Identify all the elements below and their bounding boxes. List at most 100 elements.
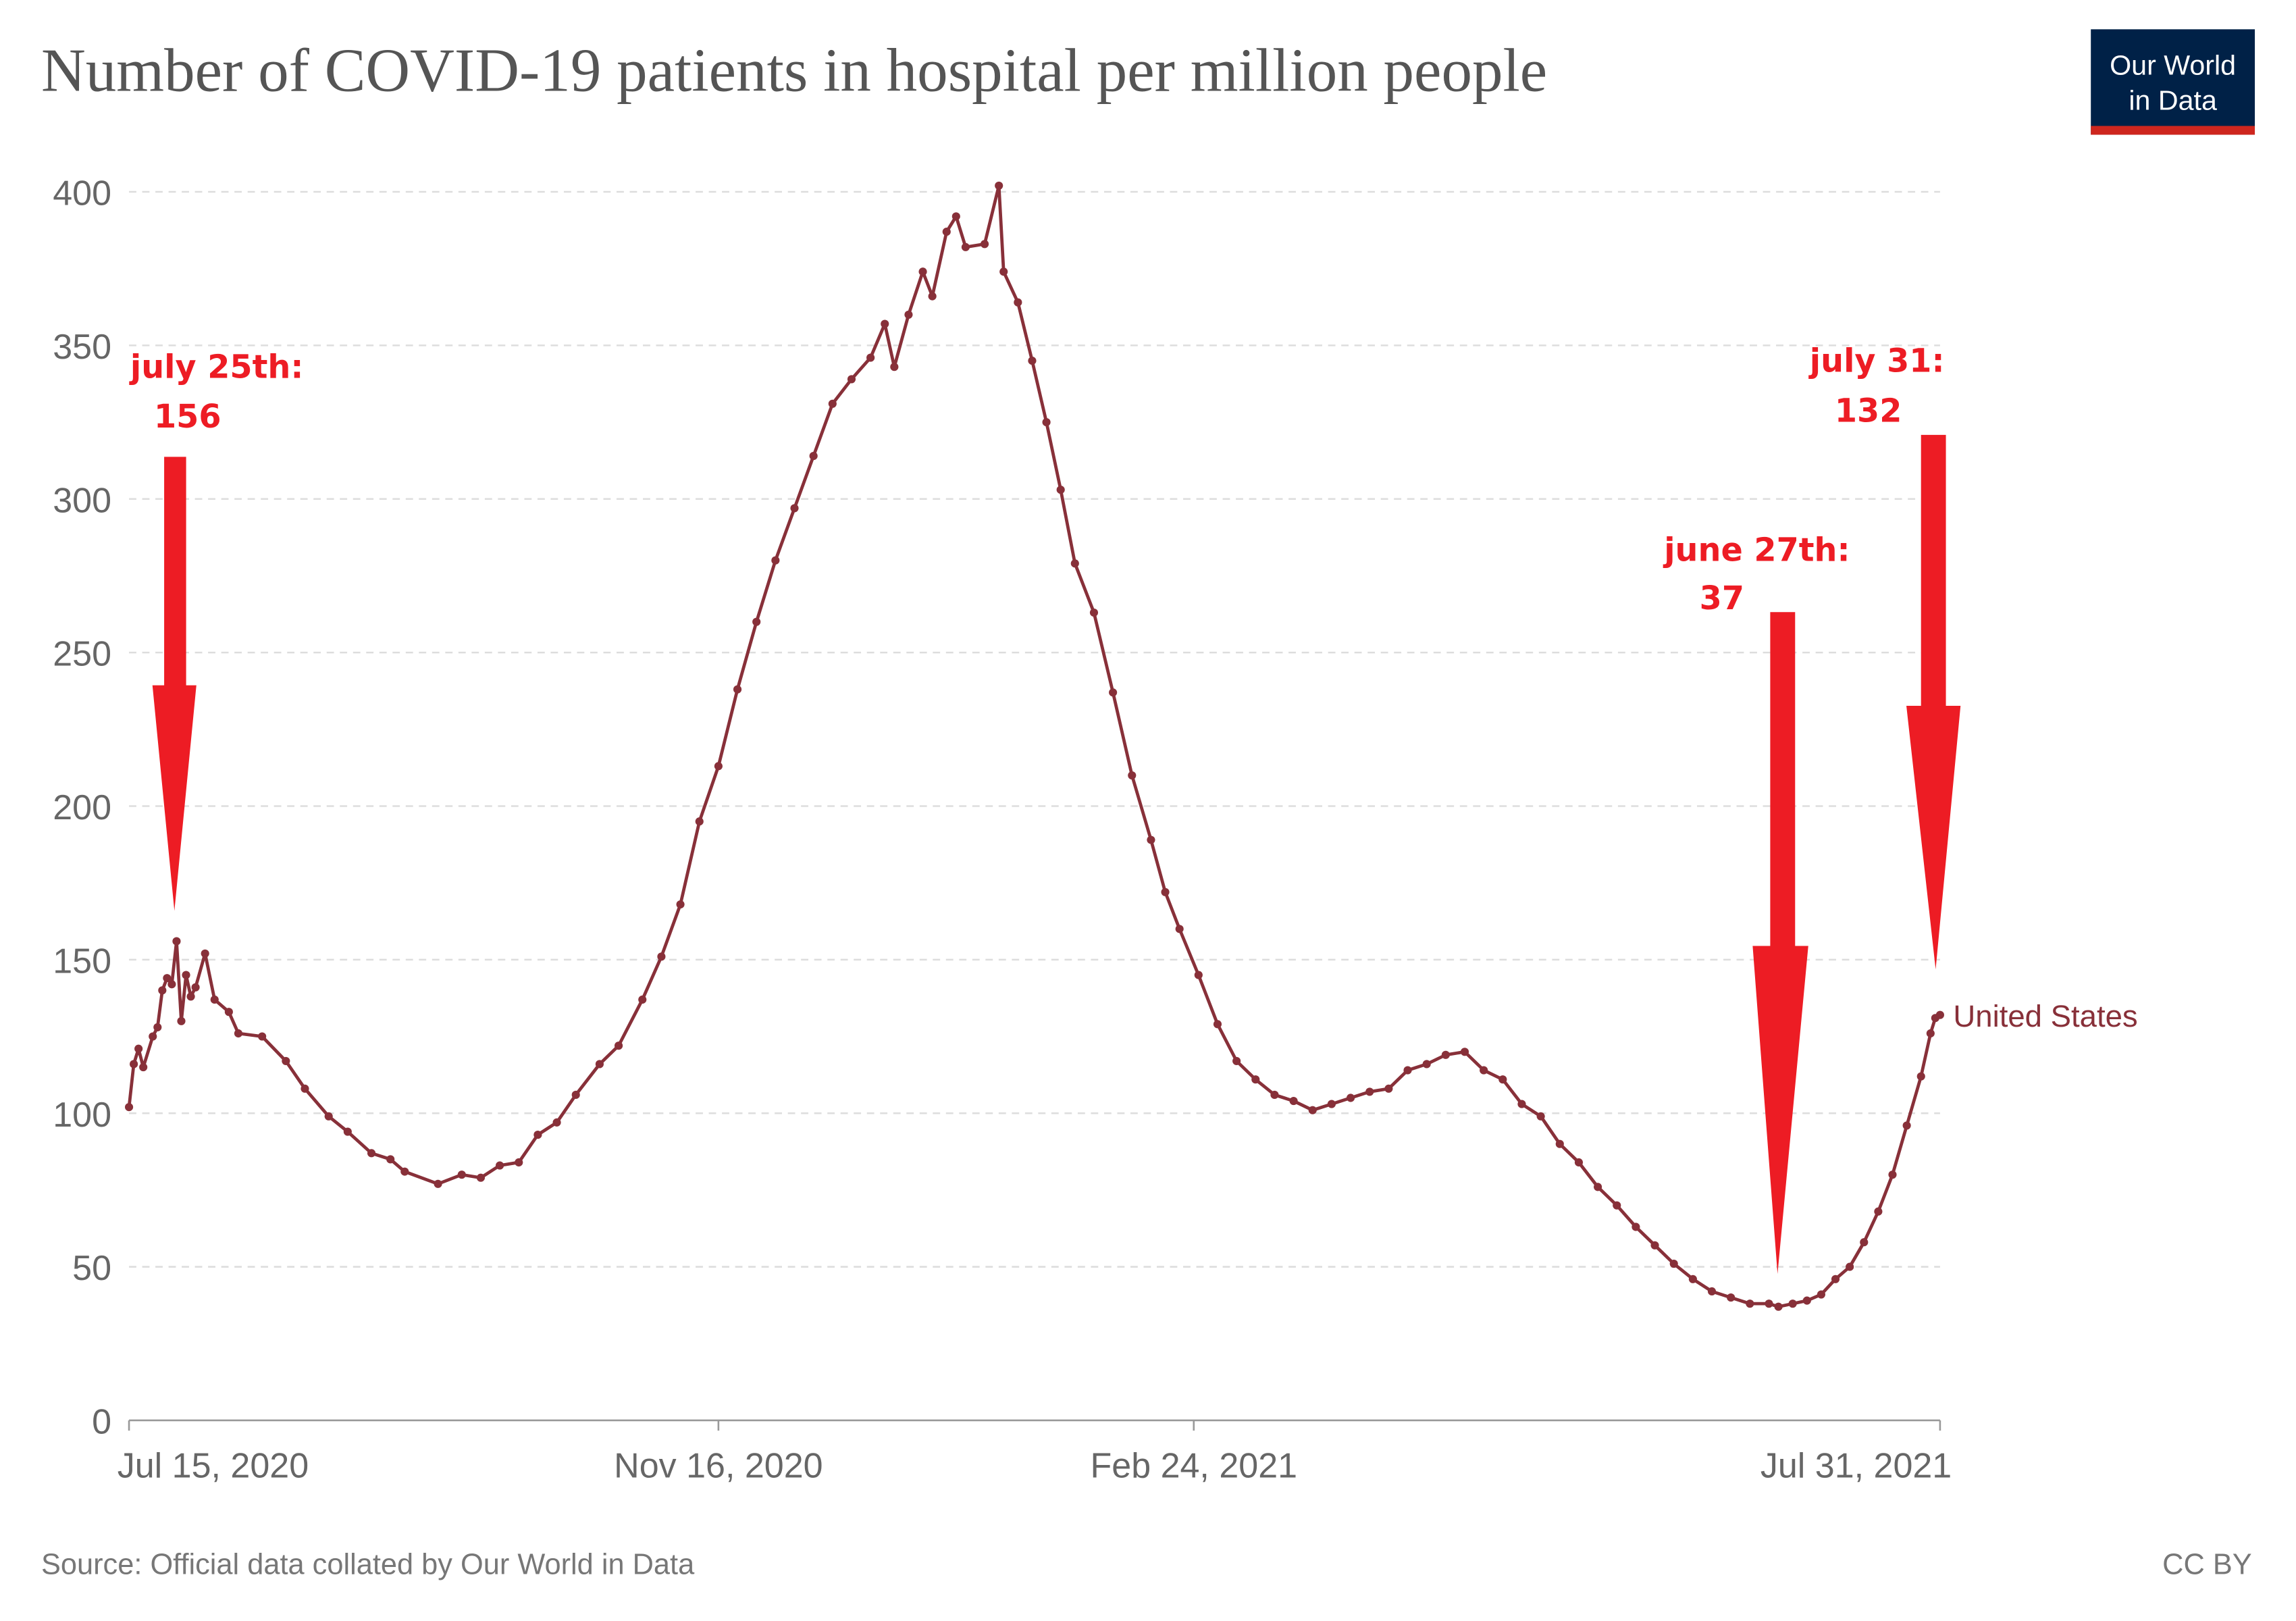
data-point — [167, 980, 176, 989]
data-point — [1765, 1300, 1773, 1308]
data-point — [533, 1131, 542, 1139]
data-point — [1746, 1300, 1754, 1308]
data-point — [476, 1173, 486, 1182]
annotation-text: july 25th: — [129, 349, 304, 386]
data-point — [177, 1017, 186, 1025]
x-tick-label: Jul 15, 2020 — [118, 1447, 309, 1486]
annotation-text: 37 — [1700, 580, 1744, 617]
data-point — [1846, 1262, 1854, 1271]
data-point — [733, 685, 742, 694]
series-label: United States — [1953, 999, 2137, 1033]
logo-bar — [2091, 126, 2255, 135]
data-point — [881, 319, 889, 328]
data-point — [1194, 971, 1203, 979]
data-point — [1874, 1207, 1883, 1216]
annotation-arrow — [1752, 612, 1808, 1275]
data-point — [809, 452, 818, 461]
data-point — [1128, 771, 1137, 780]
data-point — [1574, 1158, 1584, 1167]
data-point — [153, 1023, 162, 1031]
annotation-text: july 31: — [1808, 343, 1945, 380]
data-point — [999, 267, 1008, 276]
data-point — [1327, 1100, 1336, 1108]
data-point — [258, 1032, 267, 1041]
data-point — [496, 1161, 504, 1170]
y-tick-label: 0 — [92, 1402, 111, 1441]
data-point — [158, 986, 167, 995]
data-point — [134, 1044, 143, 1053]
data-point — [282, 1056, 290, 1066]
data-point — [951, 212, 960, 221]
license: CC BY — [2162, 1549, 2252, 1581]
data-point — [324, 1112, 333, 1121]
data-point — [1056, 486, 1065, 494]
data-point — [552, 1118, 561, 1127]
data-point — [1888, 1170, 1897, 1179]
data-point — [139, 1062, 148, 1072]
data-point — [1902, 1121, 1911, 1130]
data-point — [638, 995, 647, 1004]
data-point — [1346, 1093, 1355, 1102]
data-point — [1613, 1201, 1621, 1210]
data-point — [1817, 1290, 1825, 1299]
data-point — [980, 240, 989, 249]
data-point — [790, 504, 799, 513]
data-point — [149, 1032, 157, 1041]
data-point — [752, 617, 761, 626]
y-tick-label: 300 — [53, 481, 111, 520]
data-point — [1308, 1106, 1317, 1114]
data-point — [928, 292, 937, 301]
data-point — [1632, 1223, 1640, 1231]
y-tick-label: 400 — [53, 174, 111, 213]
data-point — [1422, 1060, 1431, 1069]
data-point — [1251, 1075, 1260, 1084]
data-point — [1109, 688, 1118, 697]
y-tick-label: 250 — [53, 635, 111, 674]
data-point — [1460, 1048, 1469, 1056]
data-point — [1365, 1087, 1374, 1096]
annotation-text: 132 — [1835, 392, 1902, 430]
data-point — [890, 363, 899, 371]
x-tick-label: Feb 24, 2021 — [1091, 1447, 1298, 1486]
annotations: july 25th: 156 june 27th: 37 july 31: 13… — [129, 343, 1961, 1275]
data-point — [1707, 1287, 1717, 1296]
data-point — [1480, 1066, 1488, 1075]
data-point — [695, 817, 704, 826]
data-point — [1788, 1300, 1797, 1308]
logo[interactable] — [2091, 29, 2255, 135]
y-tick-label: 350 — [53, 328, 111, 367]
data-point — [191, 983, 200, 992]
data-point — [1270, 1090, 1279, 1100]
data-point — [942, 228, 951, 236]
data-point — [1727, 1293, 1736, 1302]
data-point — [1650, 1241, 1659, 1250]
data-point — [1289, 1096, 1298, 1106]
data-point — [1014, 298, 1022, 307]
data-point — [904, 310, 913, 319]
data-point — [163, 974, 172, 983]
data-point — [918, 267, 927, 276]
data-point — [1802, 1296, 1811, 1305]
data-point — [1916, 1072, 1925, 1081]
logo-text: Our World — [2110, 50, 2236, 81]
data-point — [1860, 1238, 1869, 1247]
data-point — [1774, 1302, 1783, 1311]
data-point — [1926, 1029, 1935, 1038]
plot-area: 0 50 100 150 200 250 300 350 400 Jul 15, 2020 Nov … — [53, 174, 2137, 1486]
data-point — [224, 1008, 233, 1017]
data-point — [182, 971, 190, 979]
annotation-arrow — [152, 457, 197, 911]
annotation-text: 156 — [154, 398, 221, 436]
data-point — [1147, 835, 1155, 844]
data-point — [1688, 1275, 1697, 1283]
data-point — [1028, 357, 1037, 365]
chart-title: Number of COVID-19 patients in hospital … — [41, 36, 1547, 104]
data-point — [714, 762, 723, 771]
data-point — [1213, 1020, 1222, 1029]
data-point — [995, 181, 1003, 190]
data-point — [828, 399, 837, 408]
data-point — [1175, 925, 1184, 933]
data-point — [1070, 559, 1079, 568]
